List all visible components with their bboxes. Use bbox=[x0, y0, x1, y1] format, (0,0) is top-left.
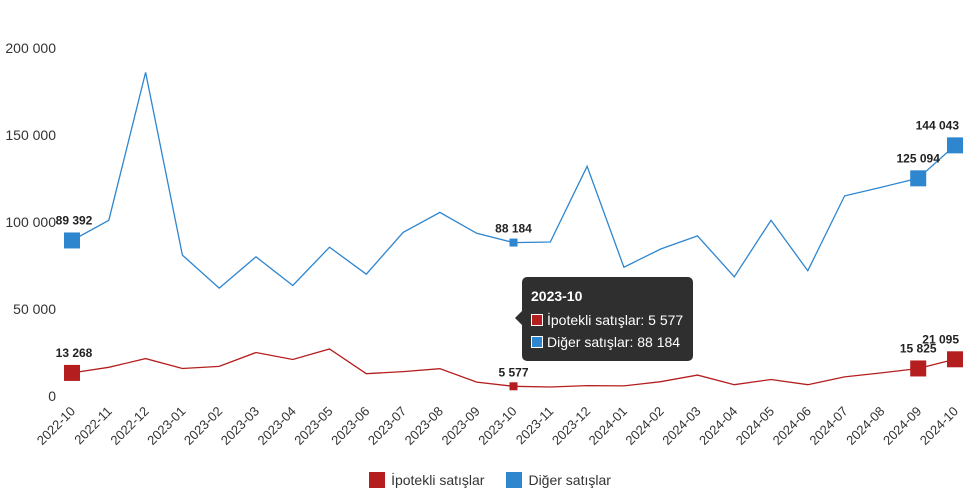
x-tick-label: 2024-01 bbox=[586, 404, 630, 448]
legend-swatch-diger bbox=[506, 472, 523, 488]
x-tick-label: 2023-03 bbox=[218, 404, 262, 448]
data-label: 21 095 bbox=[922, 332, 959, 346]
data-point-marker[interactable] bbox=[509, 382, 518, 391]
y-tick-label: 50 000 bbox=[13, 301, 56, 317]
tooltip-title: 2023-10 bbox=[531, 288, 583, 304]
x-tick-label: 2024-06 bbox=[770, 404, 814, 448]
legend-swatch-ipotekli bbox=[369, 472, 386, 488]
x-tick-label: 2024-08 bbox=[843, 404, 887, 448]
tooltip-row-diger: Diğer satışlar: 88 184 bbox=[531, 331, 683, 353]
y-tick-label: 0 bbox=[48, 388, 56, 404]
y-tick-label: 150 000 bbox=[5, 127, 56, 143]
x-tick-label: 2023-05 bbox=[291, 404, 335, 448]
x-tick-label: 2023-02 bbox=[181, 404, 225, 448]
data-label: 5 577 bbox=[498, 365, 528, 379]
x-tick-label: 2023-07 bbox=[365, 404, 409, 448]
x-tick-label: 2023-11 bbox=[513, 404, 557, 448]
y-tick-label: 100 000 bbox=[5, 214, 56, 230]
data-label: 15 825 bbox=[900, 341, 937, 355]
data-label: 89 392 bbox=[56, 213, 93, 227]
x-tick-label: 2024-10 bbox=[917, 404, 961, 448]
data-point-marker[interactable] bbox=[947, 137, 963, 154]
data-label: 13 268 bbox=[56, 346, 93, 360]
x-tick-label: 2023-06 bbox=[328, 404, 372, 448]
data-point-marker[interactable] bbox=[64, 232, 80, 249]
tooltip-row-ipotekli: İpotekli satışlar: 5 577 bbox=[531, 309, 683, 331]
x-tick-label: 2023-09 bbox=[438, 404, 482, 448]
x-tick-label: 2023-04 bbox=[255, 404, 299, 448]
data-point-marker[interactable] bbox=[64, 364, 80, 381]
data-point-marker[interactable] bbox=[910, 360, 927, 377]
legend-label-ipotekli: İpotekli satışlar bbox=[391, 472, 485, 488]
legend-item-diger[interactable]: Diğer satışlar bbox=[506, 472, 611, 488]
x-tick-label: 2024-07 bbox=[806, 404, 850, 448]
data-point-marker[interactable] bbox=[910, 170, 927, 187]
tooltip-swatch-diger bbox=[531, 336, 543, 348]
data-point-marker[interactable] bbox=[947, 351, 963, 368]
chart-legend: İpotekli satışlar Diğer satışlar bbox=[0, 472, 980, 488]
data-label: 144 043 bbox=[916, 118, 960, 132]
x-tick-label: 2023-10 bbox=[475, 404, 519, 448]
x-tick-label: 2023-12 bbox=[549, 404, 593, 448]
x-tick-label: 2023-08 bbox=[402, 404, 446, 448]
x-tick-label: 2024-02 bbox=[622, 404, 666, 448]
x-tick-label: 2024-03 bbox=[659, 404, 703, 448]
y-tick-label: 200 000 bbox=[5, 40, 56, 56]
chart-tooltip: 2023-10 İpotekli satışlar: 5 577 Diğer s… bbox=[514, 277, 694, 361]
data-label: 125 094 bbox=[897, 151, 941, 165]
legend-item-ipotekli[interactable]: İpotekli satışlar bbox=[369, 472, 484, 488]
x-tick-label: 2022-10 bbox=[34, 404, 78, 448]
x-axis: 2022-102022-112022-122023-012023-022023-… bbox=[34, 404, 961, 448]
data-point-marker[interactable] bbox=[509, 238, 518, 247]
x-tick-label: 2024-09 bbox=[880, 404, 924, 448]
x-tick-label: 2024-05 bbox=[733, 404, 777, 448]
data-label: 88 184 bbox=[495, 222, 532, 236]
x-tick-label: 2022-11 bbox=[71, 404, 115, 448]
legend-label-diger: Diğer satışlar bbox=[528, 472, 611, 488]
x-tick-label: 2023-01 bbox=[144, 404, 188, 448]
y-axis: 0 50 000 100 000 150 000 200 000 bbox=[5, 40, 56, 404]
series-line-diger bbox=[71, 72, 956, 289]
tooltip-row-text: İpotekli satışlar: 5 577 bbox=[547, 312, 684, 328]
x-tick-label: 2024-04 bbox=[696, 404, 740, 448]
tooltip-swatch-ipotekli bbox=[531, 314, 543, 326]
tooltip-row-text: Diğer satışlar: 88 184 bbox=[547, 334, 681, 350]
x-tick-label: 2022-12 bbox=[107, 404, 151, 448]
series-markers bbox=[64, 137, 963, 391]
